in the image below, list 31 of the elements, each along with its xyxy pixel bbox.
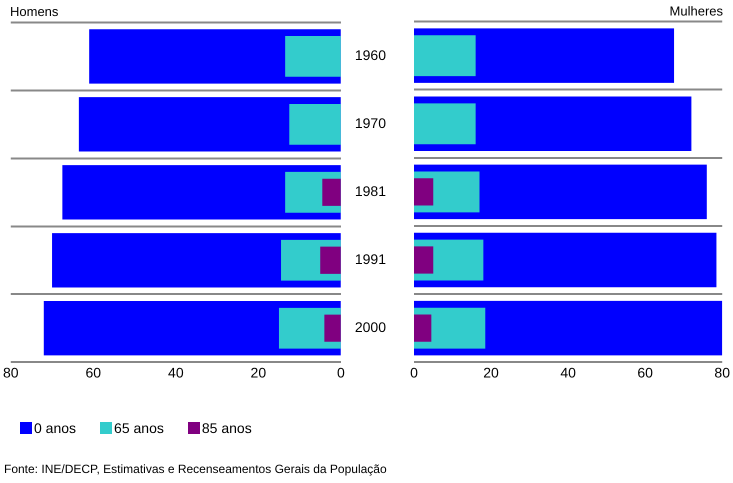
bar xyxy=(414,178,434,206)
bar xyxy=(320,246,341,274)
bar xyxy=(289,104,341,145)
y-tick-label: 1970 xyxy=(354,115,386,132)
x-tick-label: 60 xyxy=(86,364,102,380)
bar xyxy=(414,246,434,274)
x-tick-label: 40 xyxy=(168,364,184,380)
chart-title: Homens xyxy=(10,4,59,20)
chart-title: Mulheres xyxy=(670,3,724,18)
bar xyxy=(414,103,476,144)
bar xyxy=(324,314,341,342)
x-tick-label: 0 xyxy=(410,364,418,380)
x-tick-label: 40 xyxy=(560,364,576,380)
bar xyxy=(285,36,341,77)
source-note: Fonte: INE/DECP, Estimativas e Recenseamentos Gerais da População xyxy=(4,462,387,476)
legend-label: 85 anos xyxy=(200,420,252,436)
x-tick-label: 60 xyxy=(637,364,654,380)
bar xyxy=(414,314,432,342)
x-tick-label: 80 xyxy=(714,364,730,380)
bar xyxy=(414,35,476,76)
x-tick-label: 20 xyxy=(250,364,266,380)
legend-label: 65 anos xyxy=(113,420,164,436)
bar xyxy=(322,178,341,206)
y-tick-label: 1981 xyxy=(354,183,386,200)
y-tick-label: 1991 xyxy=(354,251,386,268)
y-tick-label: 1960 xyxy=(354,47,386,64)
x-tick-label: 80 xyxy=(2,364,19,380)
legend-label: 0 anos xyxy=(33,420,76,436)
x-tick-label: 20 xyxy=(483,364,500,380)
x-tick-label: 0 xyxy=(336,364,345,380)
y-tick-label: 2000 xyxy=(354,319,386,336)
